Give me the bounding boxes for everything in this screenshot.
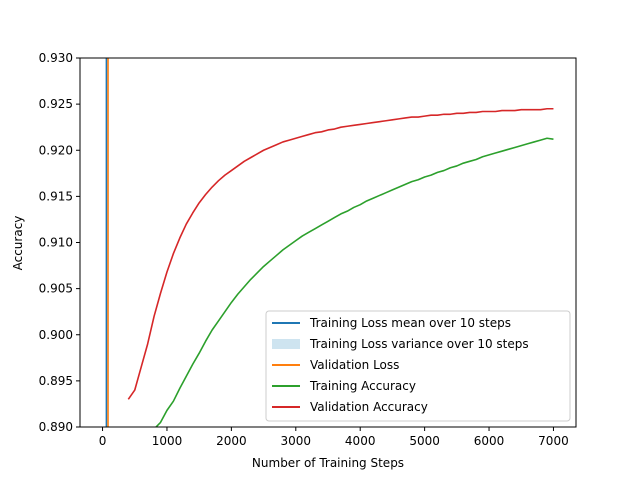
series-line-validation-accuracy bbox=[127, 107, 554, 400]
y-tick-label: 0.930 bbox=[39, 51, 73, 65]
y-tick-label: 0.905 bbox=[39, 282, 73, 296]
legend-label: Validation Loss bbox=[310, 358, 399, 372]
legend: Training Loss mean over 10 steps Training… bbox=[265, 310, 571, 422]
x-tick-label: 2000 bbox=[216, 434, 247, 448]
y-tick-label: 0.910 bbox=[39, 236, 73, 250]
x-axis-label: Number of Training Steps bbox=[252, 456, 404, 470]
x-tick-label: 5000 bbox=[409, 434, 440, 448]
series-layer bbox=[105, 58, 554, 427]
legend-label: Training Loss mean over 10 steps bbox=[309, 316, 511, 330]
legend-label: Training Loss variance over 10 steps bbox=[309, 337, 529, 351]
y-axis-label: Accuracy bbox=[11, 216, 25, 271]
x-tick-label: 3000 bbox=[281, 434, 312, 448]
y-tick-label: 0.900 bbox=[39, 328, 73, 342]
legend-label: Training Accuracy bbox=[309, 379, 416, 393]
series-line-training-accuracy bbox=[155, 137, 554, 427]
x-tick-label: 7000 bbox=[538, 434, 569, 448]
y-tick-label: 0.915 bbox=[39, 189, 73, 203]
y-tick-label: 0.890 bbox=[39, 420, 73, 434]
x-tick-label: 0 bbox=[99, 434, 107, 448]
tick-layer: 0 1000 2000 3000 4000 5000 6000 7000 0.890 0.895 0… bbox=[39, 51, 569, 448]
y-tick-label: 0.925 bbox=[39, 97, 73, 111]
x-tick-label: 6000 bbox=[474, 434, 505, 448]
legend-label: Validation Accuracy bbox=[310, 400, 428, 414]
x-tick-label: 1000 bbox=[152, 434, 183, 448]
y-tick-label: 0.895 bbox=[39, 374, 73, 388]
x-tick-label: 4000 bbox=[345, 434, 376, 448]
legend-swatch bbox=[272, 339, 300, 349]
y-tick-label: 0.920 bbox=[39, 143, 73, 157]
legend-frame bbox=[265, 310, 571, 422]
